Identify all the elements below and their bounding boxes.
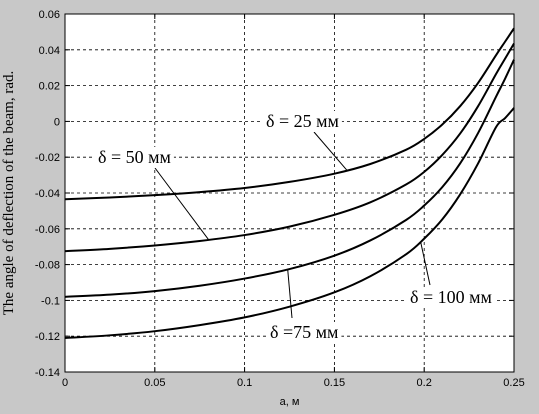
series-line-2 xyxy=(64,43,515,253)
x-tick-label: 0.1 xyxy=(237,377,252,389)
y-tick-label: -0.06 xyxy=(35,224,60,236)
annotation-label: δ = 50 мм xyxy=(98,147,171,167)
x-tick-label: 0.05 xyxy=(144,377,165,389)
y-axis-ticks: 0.06 0.04 0.02 0 -0.02 -0.04 -0.06 -0.08 -0.1 -0.… xyxy=(35,9,514,379)
y-tick-label: 0 xyxy=(54,116,60,128)
x-tick-label: 0.15 xyxy=(324,377,345,389)
annotation-label: δ = 25 мм xyxy=(266,111,339,131)
annotation-background xyxy=(407,287,495,308)
y-tick-label: -0.1 xyxy=(41,295,60,307)
annotation-leader-line xyxy=(313,131,348,171)
x-tick-label: 0.2 xyxy=(417,377,432,389)
annotation-label: δ = 100 мм xyxy=(410,287,492,307)
annotation-background xyxy=(263,111,342,132)
y-tick-label: 0.04 xyxy=(39,45,60,57)
y-axis-label: The angle of deflection of the beam, rad… xyxy=(1,71,17,315)
annotation-background xyxy=(267,322,342,343)
series-line-4 xyxy=(64,107,515,339)
series-layer xyxy=(64,27,515,339)
y-tick-label: 0.06 xyxy=(39,9,60,21)
series-line-3 xyxy=(64,59,515,298)
x-tick-label: 0 xyxy=(62,377,68,389)
annotation-label: δ =75 мм xyxy=(270,322,338,342)
annotation-background xyxy=(95,147,174,168)
y-tick-label: -0.08 xyxy=(35,260,60,272)
annotation-layer: δ = 25 мм δ = 50 мм δ =75 мм δ = 100 мм xyxy=(95,111,495,343)
annotation-leader-line xyxy=(287,269,293,319)
x-tick-label: 0.25 xyxy=(503,377,524,389)
series-line-1 xyxy=(64,27,515,201)
y-tick-label: -0.04 xyxy=(35,188,60,200)
annotation-leader-line xyxy=(154,167,210,241)
annotation-leader-line xyxy=(420,241,431,286)
y-tick-label: -0.14 xyxy=(35,367,60,379)
y-tick-label: -0.12 xyxy=(35,331,60,343)
x-axis-ticks: 0 0.05 0.1 0.15 0.2 0.25 xyxy=(62,14,525,389)
y-tick-label: 0.02 xyxy=(39,81,60,93)
x-axis-label: a, м xyxy=(280,396,300,408)
y-tick-label: -0.02 xyxy=(35,152,60,164)
